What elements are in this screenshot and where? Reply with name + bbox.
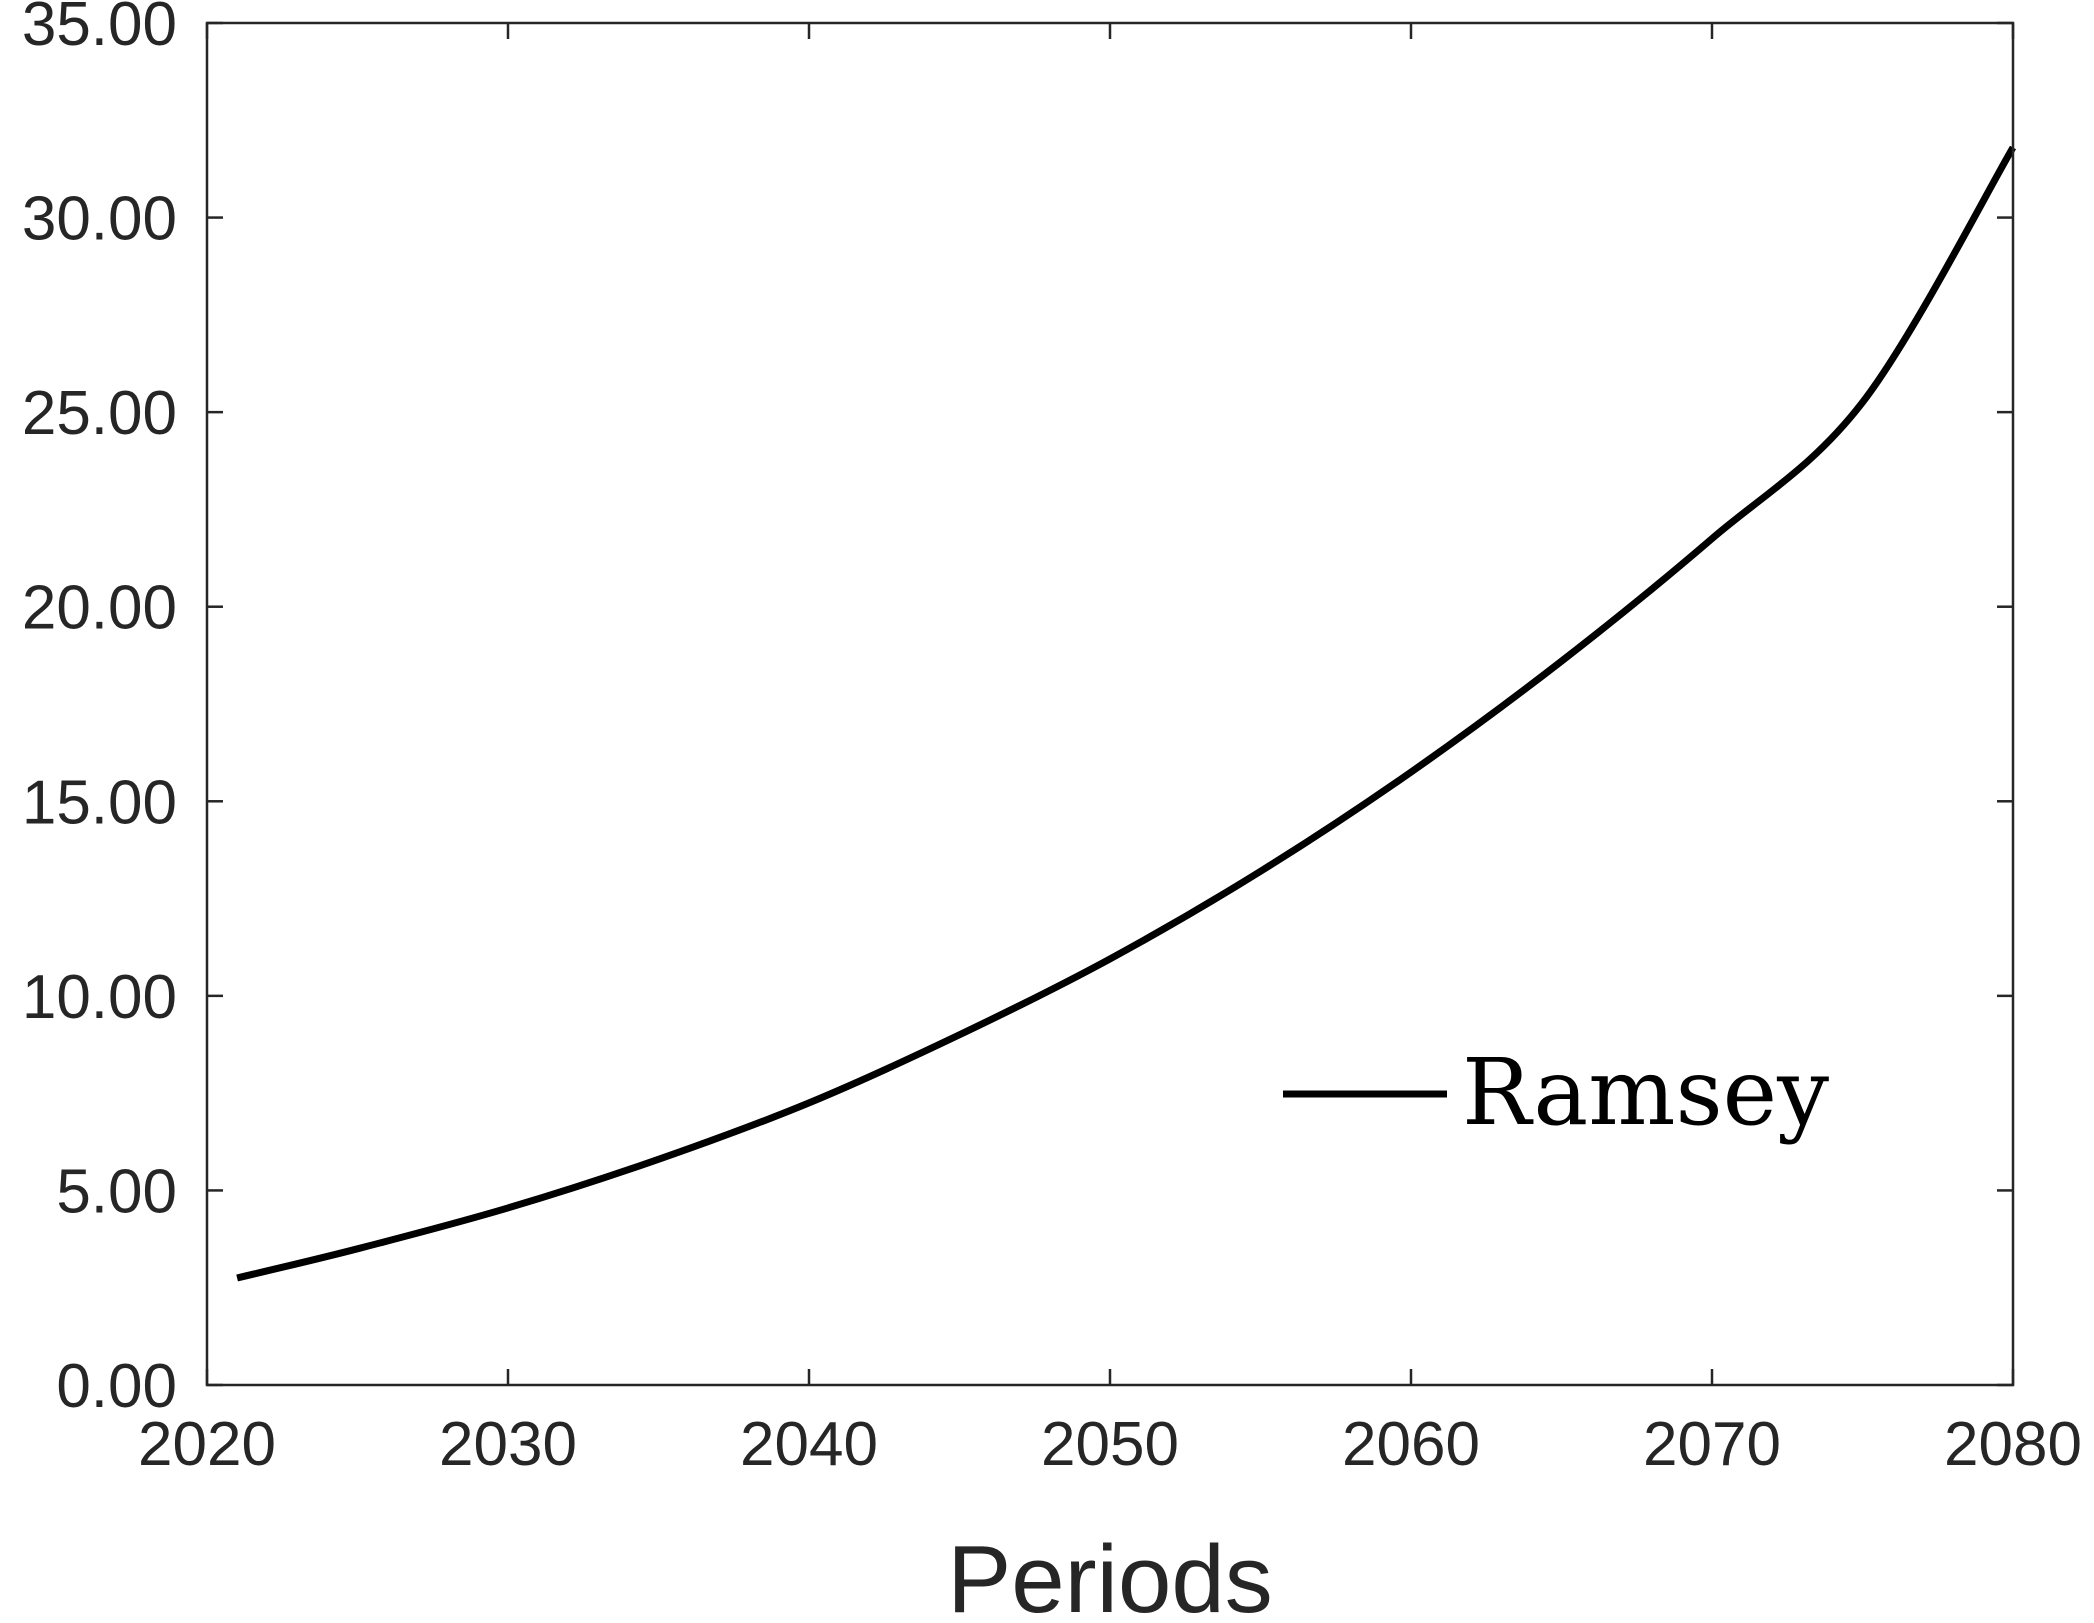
x-tick-label: 2030 (439, 1410, 577, 1479)
x-tick-label: 2050 (1041, 1410, 1179, 1479)
y-tick-labels: 0.00 5.00 10.00 15.00 20.00 25.00 30.00 35.00 (22, 0, 177, 1421)
y-tick-label: 10.00 (22, 963, 177, 1032)
y-tick-label: 25.00 (22, 379, 177, 448)
series-line-ramsey (236, 145, 2017, 1282)
y-tick-label: 20.00 (22, 574, 177, 643)
x-tick-label: 2020 (138, 1410, 276, 1479)
x-tick-label: 2040 (740, 1410, 878, 1479)
series-layer (236, 145, 2017, 1282)
y-tick-label: 5.00 (56, 1157, 177, 1226)
x-tick-labels: 2020 2030 2040 2050 2060 2070 2080 (138, 1410, 2082, 1479)
legend: Ramsey (1283, 1039, 1829, 1146)
x-axis-title: Periods (947, 1526, 1273, 1623)
legend-label: Ramsey (1462, 1039, 1829, 1146)
x-tick-label: 2070 (1643, 1410, 1781, 1479)
axis-ticks (205, 21, 2015, 1387)
x-tick-label: 2060 (1342, 1410, 1480, 1479)
y-tick-label: 0.00 (56, 1352, 177, 1421)
plot-frame (205, 21, 2015, 1387)
x-tick-label: 2080 (1944, 1410, 2082, 1479)
y-tick-label: 15.00 (22, 768, 177, 837)
y-tick-label: 35.00 (22, 0, 177, 59)
y-tick-label: 30.00 (22, 185, 177, 254)
